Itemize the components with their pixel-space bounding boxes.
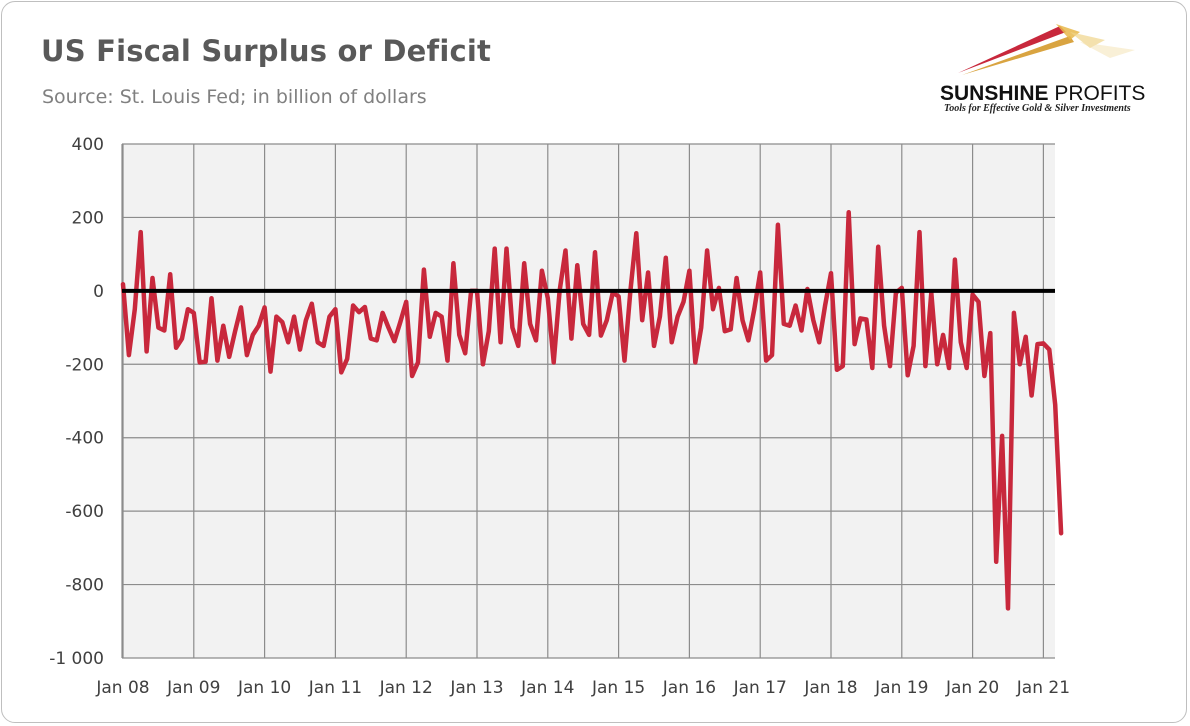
- logo-name-bold: SUNSHINE: [940, 82, 1049, 105]
- y-tick-label: -400: [65, 429, 104, 449]
- y-tick-label: 400: [72, 135, 104, 155]
- logo-name: SUNSHINE PROFITS: [940, 82, 1145, 106]
- x-tick-label: Jan 11: [308, 678, 362, 698]
- grid-lines: [121, 143, 1055, 659]
- x-tick-label: Jan 08: [95, 678, 149, 698]
- logo-name-thin: PROFITS: [1048, 82, 1146, 105]
- series-layer: [120, 210, 1064, 611]
- series-line: [120, 210, 1064, 611]
- x-tick-label: Jan 21: [1016, 678, 1070, 698]
- x-tick-label: Jan 09: [166, 678, 220, 698]
- y-tick-label: 0: [93, 282, 104, 302]
- plot-area: [122, 144, 1055, 658]
- x-tick-label: Jan 14: [520, 678, 574, 698]
- chart-subtitle: Source: St. Louis Fed; in billion of dol…: [42, 86, 427, 108]
- x-tick-label: Jan 18: [803, 678, 857, 698]
- logo-tagline: Tools for Effective Gold & Silver Invest…: [944, 103, 1131, 114]
- x-tick-label: Jan 10: [237, 678, 291, 698]
- y-tick-label: 200: [72, 208, 104, 228]
- x-axis-ticks: Jan 08 Jan 09 Jan 10 Jan 11 Jan 12 Jan 13 Jan …: [95, 678, 1070, 698]
- y-axis-ticks: 400 200 0 -200 -400 -600 -800 -1 000: [49, 135, 104, 669]
- chart-title: US Fiscal Surplus or Deficit: [41, 34, 492, 68]
- x-tick-label: Jan 12: [379, 678, 433, 698]
- y-tick-label: -600: [65, 502, 104, 522]
- y-tick-label: -1 000: [49, 649, 104, 669]
- x-tick-label: Jan 19: [874, 678, 928, 698]
- y-tick-label: -200: [65, 355, 104, 375]
- x-tick-label: Jan 16: [662, 678, 716, 698]
- plot-background: [122, 144, 1055, 658]
- y-tick-label: -800: [65, 576, 104, 596]
- x-tick-label: Jan 17: [733, 678, 787, 698]
- x-tick-label: Jan 15: [591, 678, 645, 698]
- x-tick-label: Jan 13: [449, 678, 503, 698]
- sunshine-profits-logo-icon: [958, 24, 1135, 75]
- x-tick-label: Jan 20: [945, 678, 999, 698]
